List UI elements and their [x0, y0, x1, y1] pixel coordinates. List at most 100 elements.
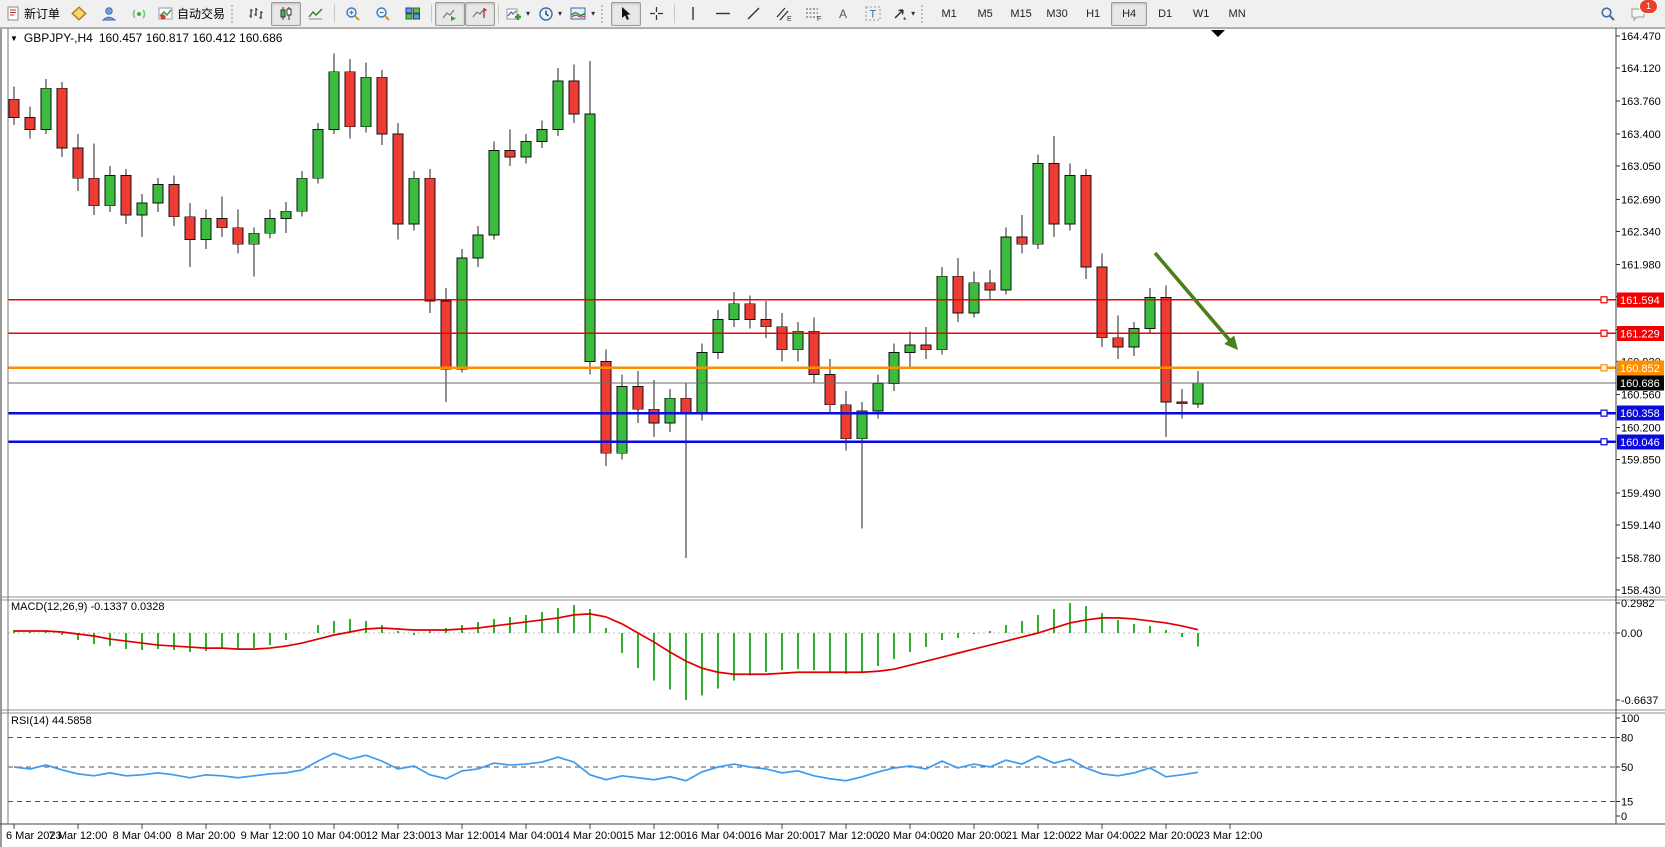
- price-tick-label: 161.980: [1621, 259, 1661, 271]
- text-button[interactable]: A: [828, 2, 858, 26]
- cursor-button[interactable]: [611, 1, 642, 26]
- candle: [792, 330, 804, 351]
- tf-d1-button[interactable]: D1: [1158, 7, 1173, 20]
- candle: [1128, 328, 1140, 348]
- candle: [136, 202, 148, 216]
- chart-line-button[interactable]: [301, 2, 331, 26]
- new-order-button[interactable]: 新订单: [2, 2, 64, 26]
- horizontal-line-button[interactable]: [708, 2, 738, 26]
- time-label: 8 Mar 04:00: [113, 830, 172, 842]
- tf-h1-button[interactable]: H1: [1086, 7, 1101, 20]
- arrows-shapes-button[interactable]: ▾: [888, 2, 919, 26]
- toolbar-grip: [601, 4, 607, 23]
- candle: [936, 275, 948, 351]
- candle: [856, 410, 868, 440]
- price-tick-label: 163.760: [1621, 96, 1661, 108]
- candle: [728, 303, 740, 320]
- chart-title: ▼ GBPJPY-,H4 160.457 160.817 160.412 160…: [10, 31, 282, 45]
- tf-w1-button[interactable]: W1: [1192, 7, 1210, 20]
- cursor-arrow-icon: [619, 6, 633, 21]
- trend-arrow-head: [1224, 335, 1238, 350]
- price-tick-label: 160.560: [1621, 390, 1661, 402]
- chart-bars-button[interactable]: [241, 2, 271, 26]
- candle: [632, 385, 644, 410]
- candle: [184, 216, 196, 241]
- crosshair-icon: [649, 6, 664, 21]
- candle: [968, 282, 980, 314]
- macd-signal-value: 0.0328: [130, 601, 165, 613]
- trendline-button[interactable]: [738, 2, 768, 26]
- search-button[interactable]: [1593, 2, 1623, 26]
- tf-m5-button[interactable]: M5: [977, 7, 993, 20]
- templates-button[interactable]: ▾: [566, 2, 599, 26]
- price-tag: [1617, 375, 1664, 391]
- tile-windows-button[interactable]: [398, 2, 428, 26]
- zoom-out-button[interactable]: [368, 2, 398, 26]
- candle: [376, 76, 388, 135]
- community-button[interactable]: [94, 2, 124, 26]
- time-label: 22 Mar 20:00: [1134, 830, 1199, 842]
- crosshair-button[interactable]: [641, 2, 671, 26]
- tf-mn-button[interactable]: MN: [1228, 7, 1246, 20]
- zoom-in-button[interactable]: [338, 2, 368, 26]
- channel-icon: E: [775, 6, 792, 23]
- line-handle: [1600, 409, 1608, 417]
- dropdown-caret-icon: ▾: [591, 9, 596, 18]
- candle: [200, 218, 212, 241]
- candle: [72, 147, 84, 179]
- candle: [152, 184, 164, 204]
- candle: [360, 76, 372, 128]
- candle: [1016, 236, 1028, 245]
- tf-h4-button[interactable]: H4: [1111, 1, 1148, 26]
- indicators-button[interactable]: ▾: [502, 2, 534, 26]
- price-tick-label: 164.470: [1621, 31, 1661, 43]
- dropdown-caret-icon: ▾: [911, 9, 916, 18]
- price-tag-label: 161.229: [1620, 328, 1660, 340]
- macd-axis-label: 0.00: [1621, 628, 1642, 640]
- time-label: 20 Mar 04:00: [878, 830, 943, 842]
- candle: [8, 98, 20, 119]
- signal-icon: [131, 6, 147, 21]
- tile-windows-icon: [405, 6, 421, 21]
- candle: [216, 218, 228, 229]
- tf-m1-button[interactable]: M1: [941, 7, 957, 20]
- autotrading-button[interactable]: 自动交易: [154, 2, 229, 26]
- chart-candles-button[interactable]: [271, 1, 302, 26]
- candle: [680, 397, 692, 415]
- autoscroll-icon: [442, 6, 458, 21]
- equidistant-channel-button[interactable]: E: [768, 2, 798, 26]
- macd-axis-label: -0.6637: [1621, 695, 1658, 707]
- time-label: 15 Mar 12:00: [622, 830, 687, 842]
- chart-shift-button[interactable]: [465, 1, 496, 26]
- tf-m15-button[interactable]: M15: [1010, 7, 1032, 20]
- tf-m30-button[interactable]: M30: [1046, 7, 1068, 20]
- macd-value: -0.1337: [90, 601, 128, 613]
- candle: [1080, 175, 1092, 268]
- candle: [408, 177, 420, 225]
- candle: [248, 232, 260, 245]
- candle: [424, 177, 436, 302]
- signals-button[interactable]: [124, 2, 154, 26]
- text-label-button[interactable]: T: [858, 2, 888, 26]
- toolbar-grip: [921, 4, 927, 23]
- time-label: 17 Mar 12:00: [814, 830, 879, 842]
- price-tag-label: 160.046: [1620, 437, 1660, 449]
- periods-button[interactable]: ▾: [534, 2, 566, 26]
- rsi-axis-label: 0: [1621, 811, 1627, 823]
- time-label: 12 Mar 23:00: [366, 830, 431, 842]
- autotrading-icon: [158, 6, 174, 21]
- collapse-triangle-icon[interactable]: ▼: [10, 33, 18, 43]
- vertical-line-button[interactable]: [678, 2, 708, 26]
- candle: [120, 175, 132, 216]
- price-tick-label: 158.780: [1621, 553, 1661, 565]
- notifications-button[interactable]: 1: [1623, 0, 1658, 26]
- time-label: 23 Mar 12:00: [1198, 830, 1263, 842]
- market-button[interactable]: [64, 2, 94, 26]
- fibonacci-button[interactable]: F: [798, 2, 828, 26]
- candle: [232, 227, 244, 245]
- candle: [1032, 163, 1044, 245]
- autoscroll-button[interactable]: [435, 1, 466, 26]
- candle: [1096, 266, 1108, 339]
- dropdown-caret-icon: ▾: [526, 9, 531, 18]
